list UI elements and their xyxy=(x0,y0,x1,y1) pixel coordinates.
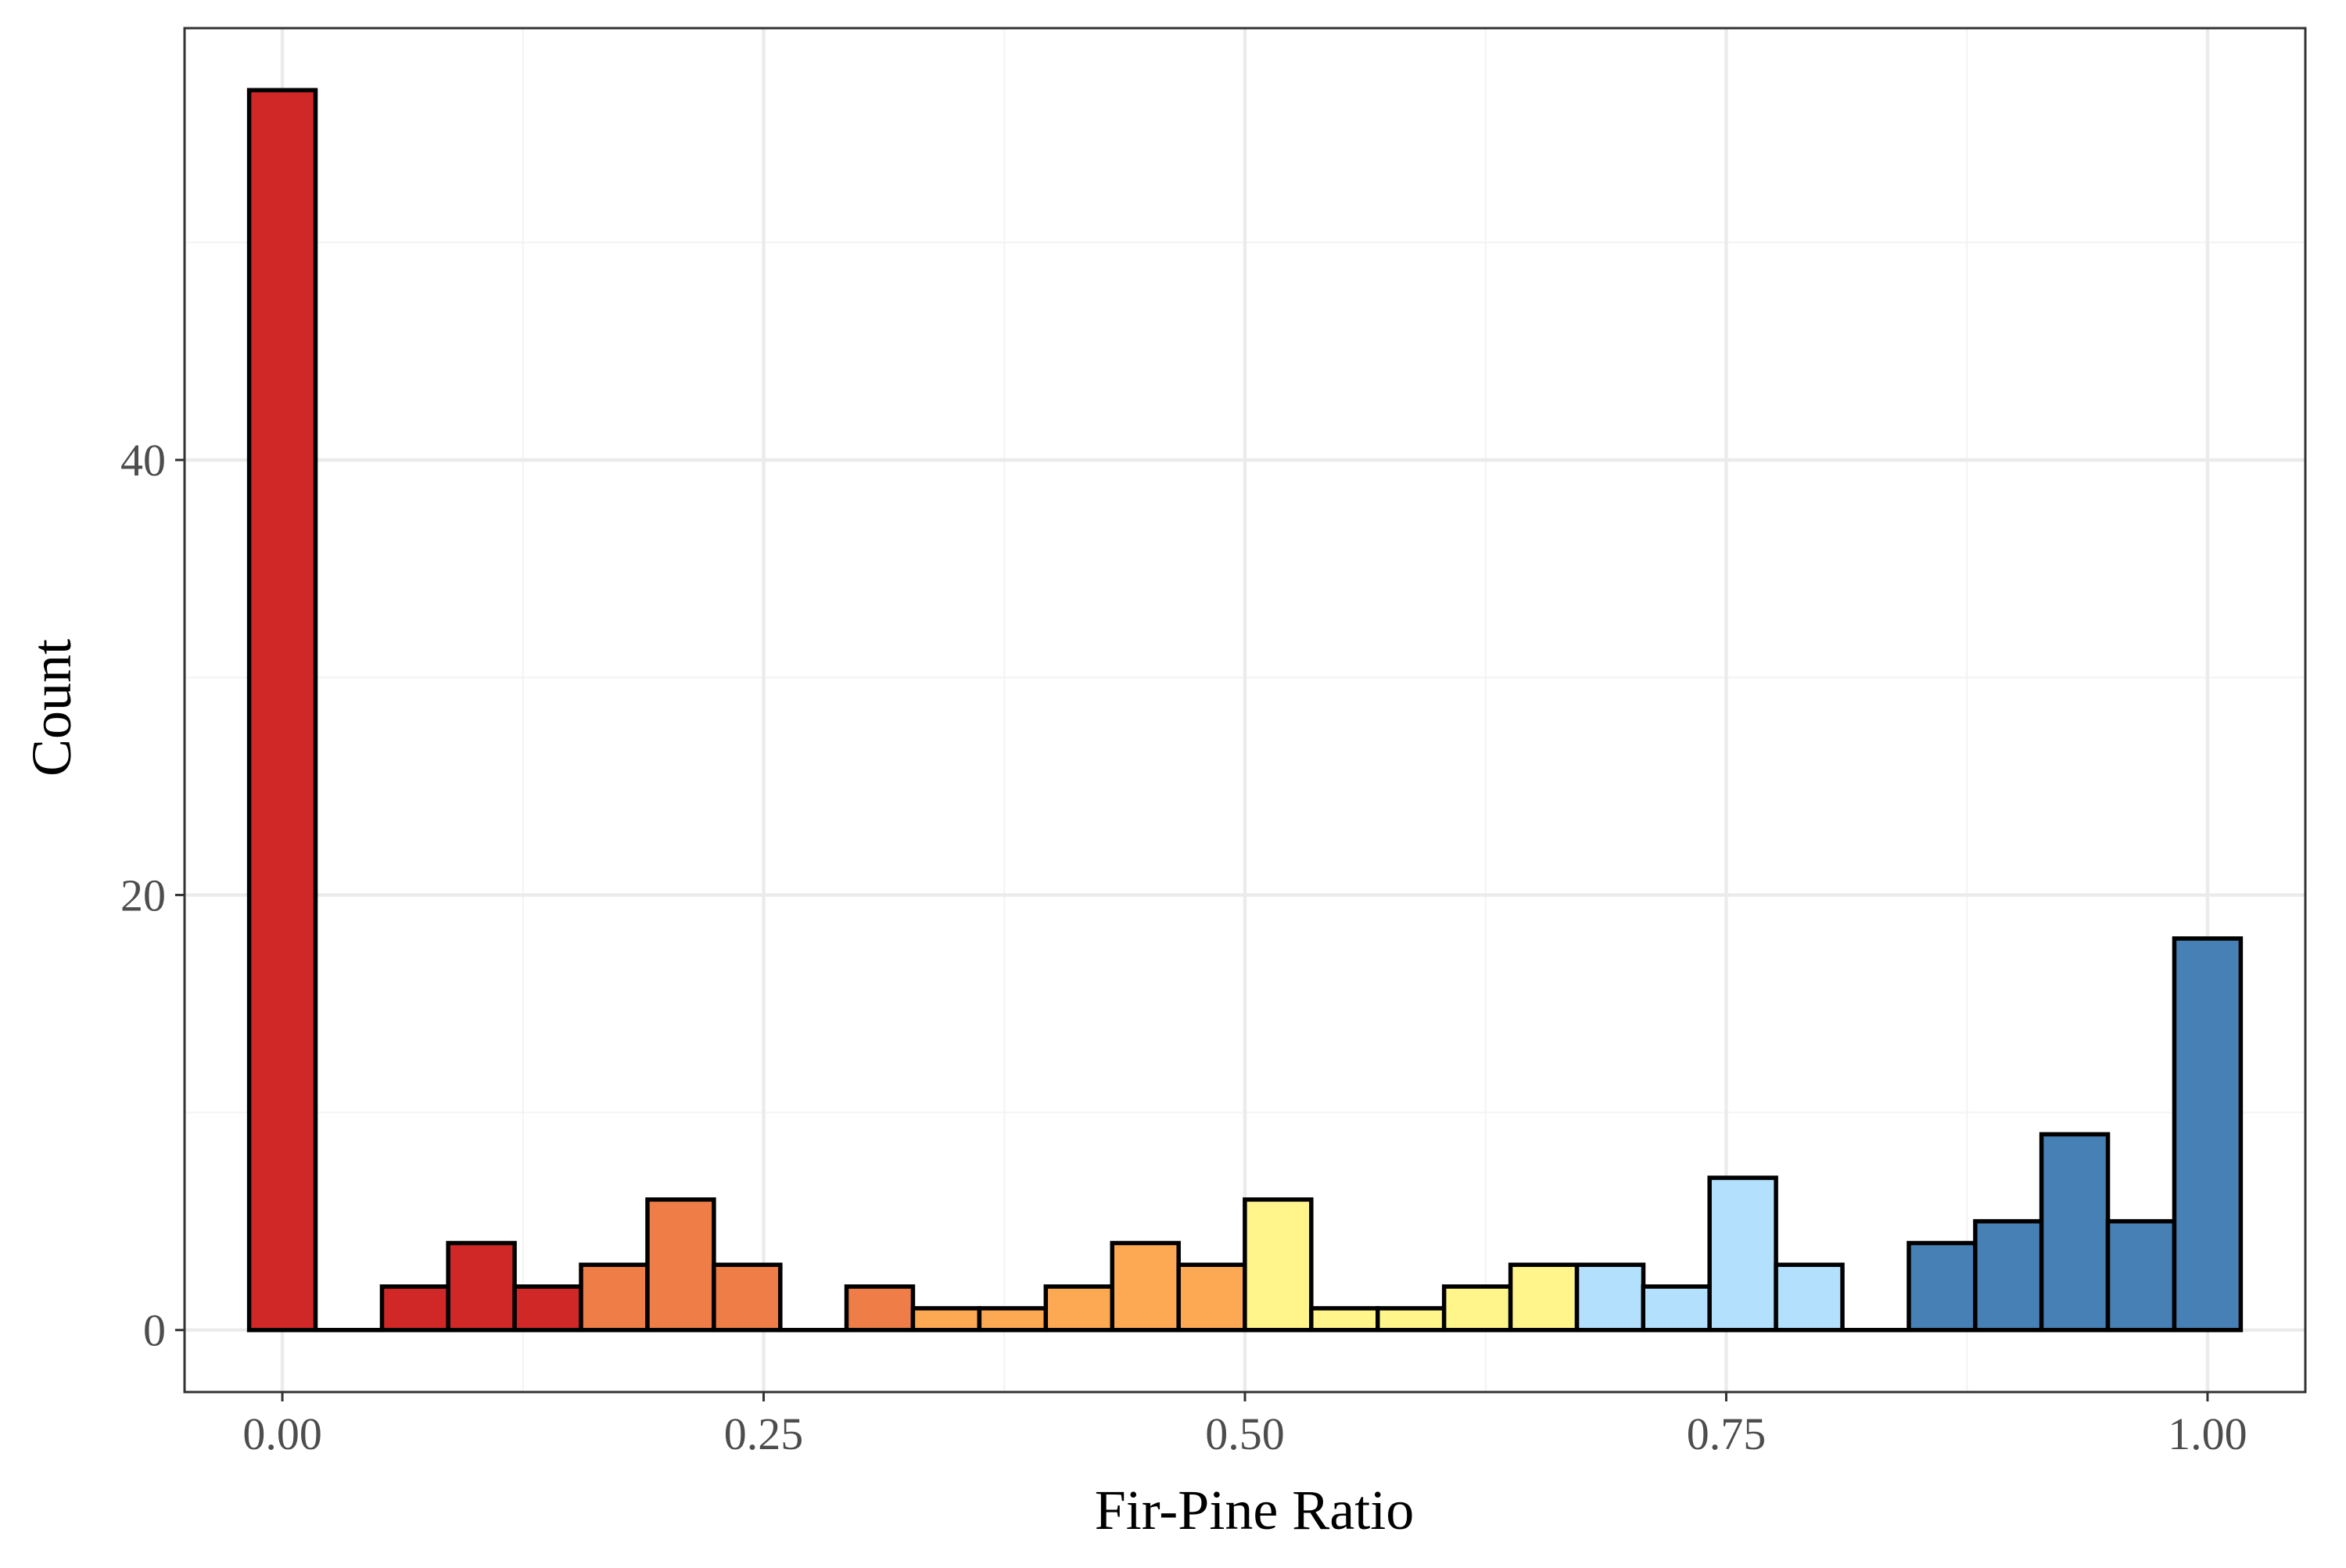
histogram-bar xyxy=(1245,1200,1311,1330)
y-tick-label: 40 xyxy=(120,435,166,486)
histogram-bar xyxy=(847,1286,913,1330)
x-tick-label: 0.50 xyxy=(1205,1408,1285,1459)
histogram-bar xyxy=(1378,1308,1444,1330)
histogram-bar xyxy=(382,1286,448,1330)
histogram-bar xyxy=(714,1265,780,1329)
histogram-bar xyxy=(913,1308,979,1330)
histogram-bar xyxy=(1511,1265,1577,1329)
histogram-bar xyxy=(515,1286,581,1330)
y-tick-label: 20 xyxy=(120,870,166,920)
y-tick-label: 0 xyxy=(143,1305,166,1356)
histogram-bar xyxy=(1975,1222,2042,1330)
x-tick-label: 0.25 xyxy=(724,1408,804,1459)
histogram-bar xyxy=(647,1200,714,1330)
x-tick-label: 0.75 xyxy=(1687,1408,1767,1459)
histogram-bar xyxy=(1112,1243,1178,1329)
x-axis-title: Fir-Pine Ratio xyxy=(1095,1479,1415,1541)
histogram-bar xyxy=(1444,1286,1511,1330)
histogram-bar xyxy=(2108,1222,2175,1330)
y-axis-title: Count xyxy=(20,639,83,777)
histogram-bar xyxy=(2042,1134,2108,1329)
histogram-bar xyxy=(1178,1265,1245,1329)
x-tick-label: 1.00 xyxy=(2168,1408,2247,1459)
histogram-bar xyxy=(249,90,316,1329)
histogram-bar xyxy=(1776,1265,1842,1329)
histogram-bar xyxy=(2174,938,2240,1330)
histogram-bar xyxy=(581,1265,647,1329)
histogram-bar xyxy=(1643,1286,1709,1330)
x-tick-label: 0.00 xyxy=(242,1408,322,1459)
histogram-bar xyxy=(979,1308,1046,1330)
histogram-bar xyxy=(1709,1178,1776,1330)
histogram-bar xyxy=(1046,1286,1112,1330)
histogram-bar xyxy=(1577,1265,1644,1329)
histogram-bar xyxy=(1311,1308,1378,1330)
histogram-bar xyxy=(1909,1243,1975,1329)
histogram-bar xyxy=(448,1243,515,1329)
